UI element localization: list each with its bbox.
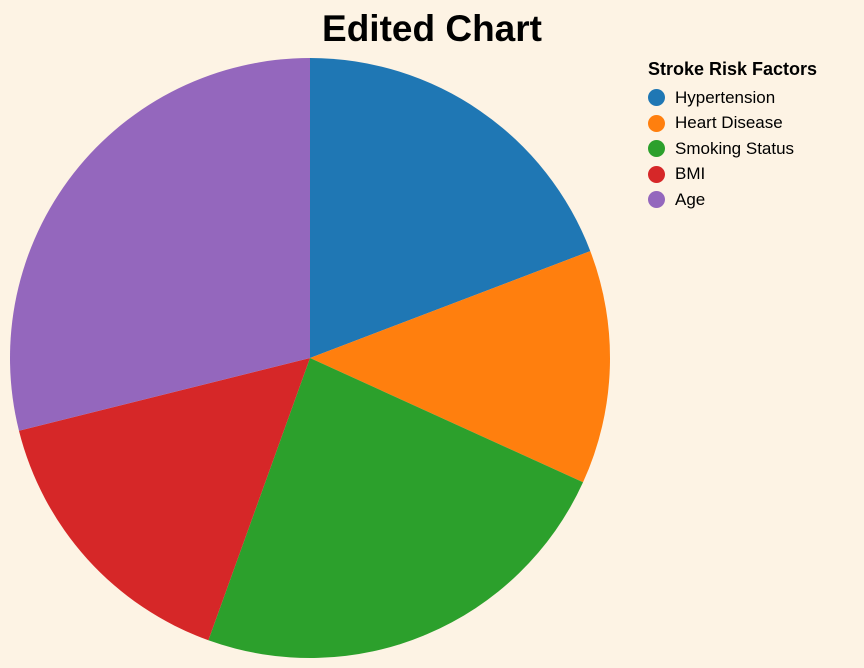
chart-title: Edited Chart [322,8,542,49]
legend-item-bmi: BMI [648,162,817,188]
legend-item-age: Age [648,187,817,213]
legend-swatch [648,114,665,132]
legend-items: Hypertension Heart Disease Smoking Status B… [648,85,817,213]
legend-item-smoking-status: Smoking Status [648,136,817,162]
legend-title: Stroke Risk Factors [648,59,818,79]
legend-label: Heart Disease [675,113,783,133]
legend-item-hypertension: Hypertension [648,85,817,111]
pie-slice-hypertension [310,58,591,358]
legend-label: Hypertension [675,87,776,107]
legend-label: Age [675,189,706,209]
pie-slice-smoking-status [208,358,584,658]
pie-slices [9,58,610,658]
legend-label: Smoking Status [675,138,795,158]
legend-swatch [648,140,665,158]
legend-swatch [648,165,665,183]
legend-swatch [648,89,665,107]
pie-slice-age [9,58,310,431]
pie-slice-bmi [18,358,311,641]
legend-item-heart-disease: Heart Disease [648,111,817,137]
legend: Stroke Risk Factors Hypertension Heart Di… [648,59,817,213]
legend-swatch [648,191,665,209]
legend-label: BMI [675,164,706,184]
pie-slice-heart-disease [310,251,610,483]
